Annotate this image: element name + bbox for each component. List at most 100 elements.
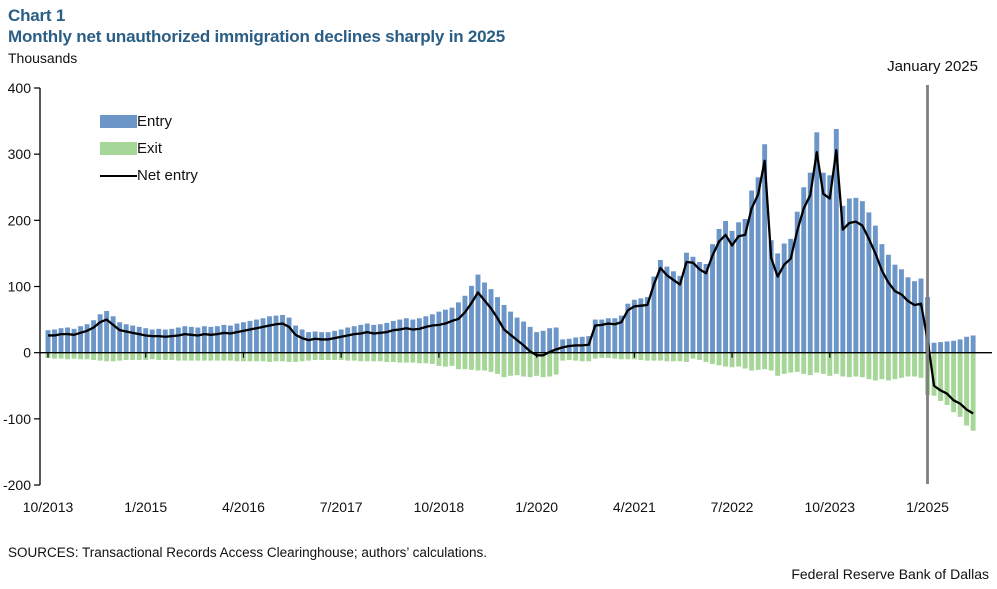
bar-exit (788, 352, 794, 373)
bar-exit (885, 352, 891, 381)
net-entry-line (48, 149, 974, 415)
bar-entry (859, 201, 865, 353)
bar-entry (905, 277, 911, 353)
bar-exit (442, 352, 448, 367)
bar-entry (716, 228, 722, 353)
bar-exit (312, 352, 318, 360)
bar-entry (638, 298, 644, 353)
bar-entry (684, 252, 689, 353)
bar-entry (521, 321, 527, 353)
x-axis-tick-label: 1/2020 (515, 499, 558, 515)
bar-entry (123, 324, 129, 353)
bar-entry (345, 327, 351, 353)
bar-exit (488, 352, 494, 372)
y-axis-tick-label: -200 (3, 477, 31, 493)
bar-entry (182, 326, 188, 353)
bar-exit (944, 352, 950, 405)
bar-entry (469, 285, 474, 353)
bar-exit (866, 352, 872, 380)
bar-entry (143, 328, 149, 353)
bar-entry (58, 328, 64, 353)
bar-exit (306, 352, 312, 361)
bar-exit (429, 352, 435, 364)
bar-exit (657, 352, 663, 361)
bar-entry (110, 316, 116, 353)
bar-exit (384, 352, 390, 362)
bar-entry (241, 322, 246, 353)
bar-entry (384, 322, 390, 353)
bar-exit (794, 352, 800, 372)
bar-entry (840, 205, 846, 353)
bar-exit (149, 352, 155, 360)
bar-exit (846, 352, 852, 378)
bar-exit (416, 352, 422, 364)
bar-exit (644, 352, 650, 361)
bar-exit (560, 352, 566, 361)
bar-exit (918, 352, 924, 378)
bar-exit (397, 352, 403, 363)
chart-canvas: 10/2013 1/2015 4/2016 7/2017 10/2018 1/2020 4/… (3, 80, 992, 515)
bar-exit (117, 352, 123, 361)
bar-entry (827, 175, 833, 353)
bar-exit (579, 352, 585, 362)
bar-exit (403, 352, 409, 363)
bar-entry (423, 316, 429, 353)
bar-exit (859, 352, 865, 378)
bar-exit (586, 352, 592, 362)
bar-exit (201, 352, 207, 361)
bar-exit (227, 352, 233, 361)
bar-entry (670, 271, 676, 353)
bar-entry (644, 297, 650, 353)
bar-entry (280, 314, 285, 353)
bar-exit (814, 352, 820, 373)
bar-exit (677, 352, 683, 362)
bar-exit (775, 352, 781, 376)
bar-entry (351, 326, 357, 353)
bar-exit (214, 352, 220, 361)
x-axis-tick-label: 7/2017 (320, 499, 363, 515)
bar-entry (866, 212, 872, 353)
bar-exit (456, 352, 461, 370)
bar-exit (573, 352, 579, 361)
bar-exit (801, 352, 807, 374)
y-axis-tick-label: -100 (3, 411, 31, 427)
bar-entry (97, 314, 103, 353)
bar-entry (514, 317, 520, 353)
x-axis-tick-label: 10/2013 (23, 499, 74, 515)
bar-exit (749, 352, 755, 371)
page-title: Monthly net unauthorized immigration dec… (8, 27, 505, 46)
bar-exit (280, 352, 285, 362)
bar-exit (410, 352, 416, 363)
bar-exit (482, 352, 487, 371)
bar-exit (833, 352, 839, 374)
bar-entry (892, 264, 898, 353)
bar-entry (273, 315, 279, 353)
bar-exit (527, 352, 533, 378)
bar-entry (599, 319, 605, 353)
bar-entry (755, 177, 761, 353)
bar-entry (247, 320, 253, 353)
sources-note: SOURCES: Transactional Records Access Cl… (8, 545, 487, 560)
bar-entry (293, 325, 299, 353)
bar-entry (332, 330, 338, 353)
exit-swatch-icon (100, 142, 137, 155)
bar-exit (436, 352, 442, 366)
y-axis-tick-label: 100 (8, 279, 32, 295)
bar-entry (781, 243, 787, 353)
bar-entry (885, 254, 891, 353)
bar-exit (377, 352, 383, 362)
bar-exit (286, 352, 292, 362)
bar-exit (319, 352, 325, 360)
bar-exit (547, 352, 553, 377)
bar-exit (905, 352, 911, 377)
net-entry-line-icon (100, 174, 137, 177)
bar-exit (605, 352, 611, 358)
chart-number-label: Chart 1 (8, 6, 66, 25)
bar-exit (247, 352, 253, 362)
bar-exit (254, 352, 259, 362)
bar-exit (612, 352, 618, 359)
bar-entry (899, 269, 904, 353)
bar-entry (475, 274, 481, 353)
bar-entry (462, 295, 468, 353)
bar-entry (957, 339, 963, 353)
